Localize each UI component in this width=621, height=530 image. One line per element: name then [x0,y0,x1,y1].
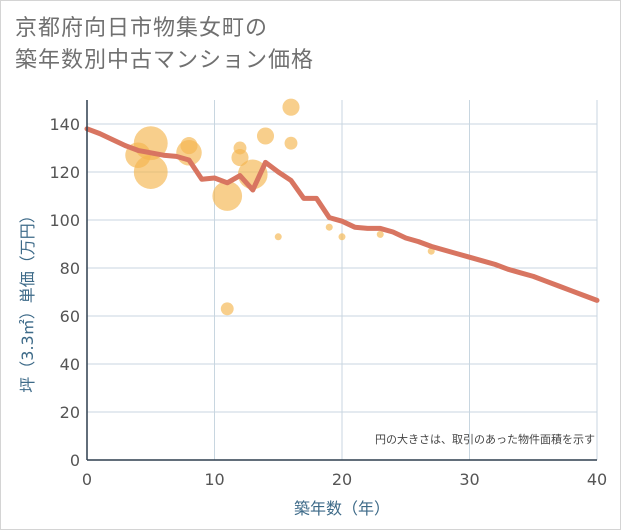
bubble-point [212,181,243,211]
bubble-point [256,127,275,145]
axes [86,100,597,461]
y-axis-title: 坪（3.3㎡）単価（万円） [18,207,37,392]
bubble-series [125,98,435,316]
bubble-point [274,233,282,241]
average-line-series [84,126,600,303]
y-tick-label: 80 [60,259,80,278]
x-tick-label: 20 [332,470,352,489]
chart-title: 京都府向日市物集女町の 築年数別中古マンション価格 [15,13,314,77]
chart-note: 円の大きさは、取引のあった物件面積を示す [375,432,595,446]
bubble-point [338,233,346,241]
x-tick-label: 40 [587,470,607,489]
bubble-point [231,149,249,167]
grid [87,100,598,460]
y-tick-label: 140 [49,115,80,134]
y-tick-label: 100 [49,211,80,230]
chart-title-line1: 京都府向日市物集女町の [15,16,269,41]
bubble-point [282,98,300,116]
x-tick-label: 10 [204,470,224,489]
bubble-point [133,155,168,189]
bubble-point [325,223,333,231]
y-tick-label: 0 [70,451,80,470]
bubble-point [376,230,384,238]
bubble-point [180,137,198,155]
x-tick-label: 0 [82,470,92,489]
x-tick-label: 30 [459,470,479,489]
tick-labels: 0 20 40 60 80 100 120 140 0 10 20 30 40 [49,115,607,489]
average-price-line [84,126,600,303]
y-tick-label: 60 [60,307,80,326]
y-tick-label: 40 [60,355,80,374]
bubble-point [220,302,234,316]
y-tick-label: 120 [49,163,80,182]
bubble-point [284,136,298,150]
chart-title-line2: 築年数別中古マンション価格 [15,48,315,73]
x-axis-title: 築年数（年） [294,499,390,518]
y-tick-label: 20 [60,403,80,422]
